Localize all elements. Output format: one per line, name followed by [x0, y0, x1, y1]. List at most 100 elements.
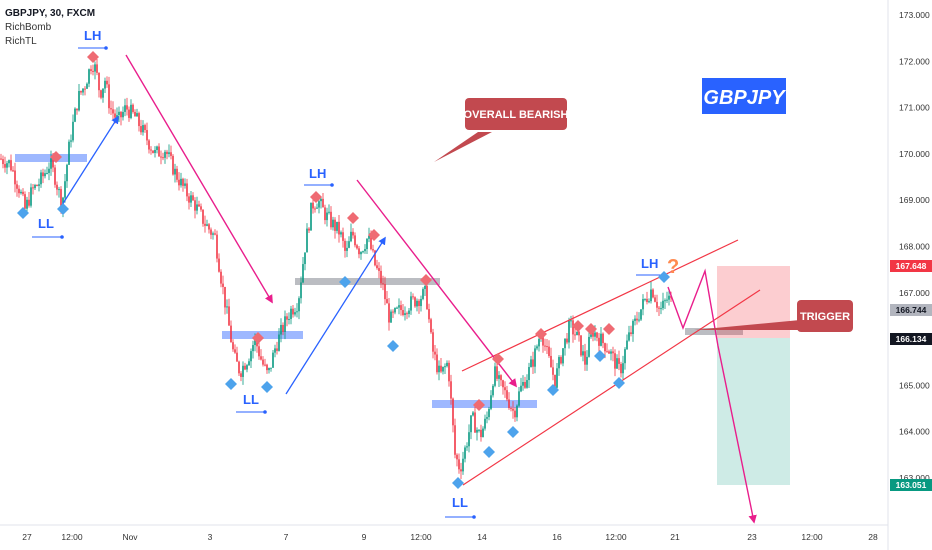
trigger-text: TRIGGER: [800, 311, 850, 323]
trigger-callout[interactable]: TRIGGER: [694, 300, 853, 332]
candle-body: [52, 158, 54, 168]
candle-body: [90, 69, 92, 71]
trigger-zone[interactable]: [685, 328, 743, 335]
resistance-zone-1[interactable]: [295, 278, 440, 285]
time-axis[interactable]: 27 12:00 Nov 3 7 9 12:00 14 16 12:00 21 23 12:00 28: [22, 532, 878, 542]
candle-body: [56, 184, 58, 190]
candle-body: [532, 359, 534, 367]
candle-body: [196, 204, 198, 211]
candle-body: [638, 319, 640, 321]
candle-body: [488, 408, 490, 418]
candle-body: [486, 417, 488, 419]
trend-arrow-down-1[interactable]: [125, 54, 273, 304]
support-zone-3[interactable]: [432, 400, 537, 408]
candle-body: [618, 358, 620, 364]
price-tag: 167.648: [890, 260, 932, 272]
pivot-low-diamond: [483, 446, 495, 458]
price-tag: 163.051: [890, 479, 932, 491]
candle-body: [436, 354, 438, 373]
candle-body: [250, 351, 252, 362]
candle-body: [22, 191, 24, 195]
candle-body: [172, 155, 174, 175]
trend-arrow-up-1[interactable]: [61, 115, 119, 206]
candle-body: [378, 268, 380, 271]
candle-body: [578, 331, 580, 336]
candle-body: [572, 320, 574, 335]
candle-body: [568, 320, 570, 343]
swing-label-ll-1: LL: [38, 216, 54, 231]
candle-body: [340, 232, 342, 235]
candle-body: [66, 164, 68, 182]
candle-body: [526, 380, 528, 388]
candle-body: [616, 358, 618, 369]
candle-body: [96, 64, 98, 73]
pivot-high-diamond: [420, 274, 432, 286]
candle-body: [32, 187, 34, 189]
candle-body: [140, 126, 142, 133]
x-tick-label: 14: [477, 532, 487, 542]
candle-body: [228, 306, 230, 326]
candle-body: [94, 64, 96, 72]
channel-lower-line[interactable]: [462, 289, 761, 486]
candle-body: [550, 355, 552, 368]
x-tick-label: 27: [22, 532, 32, 542]
candle-body: [284, 316, 286, 332]
candle-body: [318, 201, 320, 208]
candle-body: [624, 349, 626, 364]
channel-upper-line[interactable]: [461, 239, 739, 372]
candle-body: [502, 380, 504, 388]
x-tick-label: 9: [362, 532, 367, 542]
candle-body: [322, 198, 324, 208]
swing-label-lh-3: LH: [641, 256, 658, 271]
candle-body: [122, 111, 124, 118]
candle-body: [602, 333, 604, 344]
candle-body: [232, 342, 234, 350]
projection-path[interactable]: [667, 268, 757, 524]
candle-body: [268, 368, 270, 371]
support-zone-2[interactable]: [222, 331, 303, 339]
candle-body: [50, 158, 52, 169]
candle-body: [562, 348, 564, 364]
trend-arrow-down-2[interactable]: [356, 179, 518, 388]
candle-body: [584, 351, 586, 365]
candle-body: [266, 364, 268, 371]
candle-body: [334, 219, 336, 231]
overall-bearish-callout[interactable]: OVERALL BEARISH: [434, 98, 569, 162]
candle-body: [278, 334, 280, 351]
candle-body: [98, 72, 100, 91]
candle-body: [446, 362, 448, 367]
x-tick-label: 16: [552, 532, 562, 542]
candle-body: [574, 334, 576, 336]
candle-body: [558, 357, 560, 369]
candle-body: [666, 299, 668, 301]
pivot-low-diamond: [17, 207, 29, 219]
candle-body: [534, 348, 536, 367]
pivot-low-diamond: [452, 477, 464, 489]
candle-body: [644, 298, 646, 300]
candle-body: [218, 258, 220, 272]
candle-body: [538, 338, 540, 347]
candle-body: [344, 240, 346, 251]
candle-body: [588, 336, 590, 357]
candle-body: [612, 351, 614, 354]
take-profit-zone[interactable]: [717, 338, 790, 485]
candle-body: [400, 305, 402, 311]
candle-body: [370, 235, 372, 250]
candle-body: [364, 249, 366, 252]
indicator-richbomb: RichBomb: [5, 22, 52, 33]
candle-body: [620, 363, 622, 374]
candle-body: [658, 307, 660, 309]
candle-body: [510, 408, 512, 410]
price-tag-label: 166.134: [896, 334, 927, 344]
price-axis[interactable]: 163.000164.000165.000166.000167.000168.0…: [899, 10, 930, 483]
candle-body: [494, 366, 496, 386]
candle-body: [216, 234, 218, 259]
pivot-high-diamond: [252, 332, 264, 344]
candle-body: [106, 80, 108, 85]
candle-body: [282, 324, 284, 332]
candle-body: [348, 241, 350, 248]
candle-body: [458, 459, 460, 470]
candle-body: [292, 308, 294, 315]
trend-arrow-up-2[interactable]: [285, 236, 386, 395]
